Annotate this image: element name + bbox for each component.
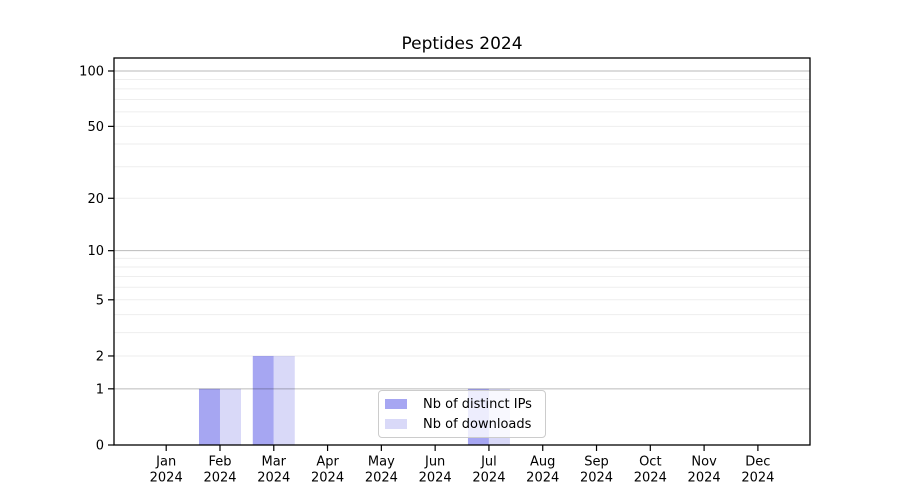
x-tick-label-year: 2024: [688, 471, 721, 486]
plot-border: [113, 57, 811, 446]
legend-swatch-distinct-ips-icon: [385, 399, 407, 409]
x-tick-label-month: Nov: [691, 455, 717, 470]
x-tick-label-month: Jul: [480, 455, 497, 470]
y-tick-label: 50: [87, 120, 104, 135]
x-tick-label-year: 2024: [526, 471, 559, 486]
y-tick-label: 10: [87, 244, 104, 259]
x-tick-label-year: 2024: [741, 471, 774, 486]
x-tick-label-year: 2024: [311, 471, 344, 486]
y-tick-label: 5: [96, 293, 104, 308]
legend-swatch-downloads-icon: [385, 419, 407, 429]
x-tick-label-month: Dec: [745, 455, 770, 470]
x-tick-label-month: Jun: [424, 455, 445, 470]
x-tick-label-year: 2024: [472, 471, 505, 486]
bar: [198, 388, 220, 445]
x-tick-label-month: Apr: [316, 455, 339, 470]
y-tick-label: 1: [96, 382, 104, 397]
y-tick-label: 2: [96, 349, 104, 364]
legend-item-distinct-ips: Nb of distinct IPs: [385, 397, 537, 412]
x-tick-label-month: Mar: [262, 455, 287, 470]
x-tick-label-month: Aug: [530, 455, 555, 470]
bar: [252, 355, 274, 445]
bar: [273, 355, 295, 445]
legend: Nb of distinct IPs Nb of downloads: [378, 390, 546, 438]
x-tick-label-year: 2024: [150, 471, 183, 486]
x-tick-label-month: Jan: [155, 455, 176, 470]
x-tick-label-month: Feb: [208, 455, 231, 470]
x-tick-label-month: Sep: [584, 455, 609, 470]
x-tick-label-year: 2024: [580, 471, 613, 486]
y-tick-label: 20: [87, 192, 104, 207]
legend-item-downloads: Nb of downloads: [385, 417, 537, 432]
x-tick-label-year: 2024: [419, 471, 452, 486]
chart-title: Peptides 2024: [401, 34, 523, 54]
x-tick-label-month: Oct: [639, 455, 661, 470]
y-tick-label: 0: [96, 439, 104, 454]
x-tick-label-year: 2024: [203, 471, 236, 486]
x-tick-label-year: 2024: [634, 471, 667, 486]
x-tick-label-year: 2024: [257, 471, 290, 486]
x-tick-label-year: 2024: [365, 471, 398, 486]
legend-label-downloads: Nb of downloads: [423, 416, 532, 432]
bar: [219, 388, 241, 445]
legend-label-distinct-ips: Nb of distinct IPs: [423, 396, 532, 412]
y-tick-label: 100: [79, 64, 104, 79]
x-tick-label-month: May: [368, 455, 395, 470]
